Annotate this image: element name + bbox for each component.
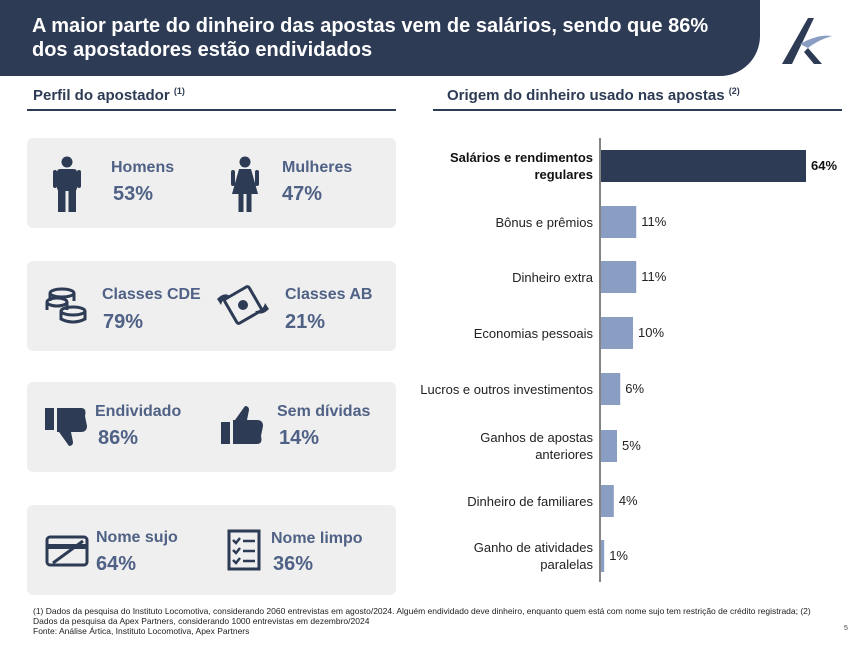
checklist-icon bbox=[227, 529, 261, 571]
clean-name-value: 36% bbox=[273, 553, 314, 575]
bar-4 bbox=[601, 373, 621, 405]
origin-divider bbox=[433, 109, 842, 111]
profile-section-title: Perfil do apostador (1) bbox=[33, 86, 185, 104]
footnote-credit: Fonte: Análise Ártica, Instituto Locomot… bbox=[33, 626, 250, 636]
indebted-label: Endividado bbox=[95, 403, 182, 420]
debt-card: Endividado 86% Sem dívidas 14% bbox=[27, 382, 396, 472]
category-label-0: Salários e rendimentos regulares bbox=[449, 150, 593, 182]
category-label-7: Ganho de atividades paralelas bbox=[473, 540, 593, 572]
value-label-0: 64% bbox=[811, 158, 838, 173]
value-label-4: 6% bbox=[625, 381, 645, 396]
profile-title-note: (1) bbox=[173, 86, 185, 96]
bar-3 bbox=[601, 317, 634, 349]
men-value: 53% bbox=[113, 183, 154, 205]
value-label-5: 5% bbox=[622, 438, 641, 453]
category-label-4: Lucros e outros investimentos bbox=[420, 381, 593, 397]
origin-title-text: Origem do dinheiro usado nas apostas bbox=[447, 87, 725, 104]
gender-card: Homens 53% Mulheres 47% bbox=[27, 138, 396, 228]
class-ab-value: 21% bbox=[285, 311, 326, 333]
woman-icon bbox=[231, 156, 259, 212]
class-cde-label: Classes CDE bbox=[102, 286, 201, 303]
value-label-3: 10% bbox=[638, 325, 665, 340]
indebted-value: 86% bbox=[98, 427, 139, 449]
dirty-name-value: 64% bbox=[96, 553, 137, 575]
category-label-1: Bônus e prêmios bbox=[495, 214, 593, 230]
thumbs-up-icon bbox=[221, 406, 263, 444]
no-debt-label: Sem dívidas bbox=[277, 403, 371, 420]
value-label-7: 1% bbox=[609, 548, 628, 563]
bar-5 bbox=[601, 430, 618, 462]
coins-icon bbox=[45, 287, 87, 324]
men-label: Homens bbox=[111, 159, 175, 176]
profile-divider bbox=[27, 109, 396, 111]
page-number: 5 bbox=[844, 625, 848, 632]
origin-section-title: Origem do dinheiro usado nas apostas (2) bbox=[447, 86, 740, 104]
value-label-2: 11% bbox=[641, 269, 667, 284]
bar-chart-svg bbox=[599, 138, 806, 582]
bar-7 bbox=[601, 540, 605, 572]
bar-6 bbox=[601, 485, 614, 517]
footnotes: (1) Dados da pesquisa do Instituto Locom… bbox=[33, 606, 833, 636]
women-value: 47% bbox=[282, 183, 323, 205]
women-label: Mulheres bbox=[282, 159, 353, 176]
class-cde-value: 79% bbox=[103, 311, 144, 333]
bar-2 bbox=[601, 261, 637, 293]
bar-0 bbox=[601, 150, 806, 182]
title-banner: A maior parte do dinheiro das apostas ve… bbox=[0, 0, 760, 76]
category-label-3: Economias pessoais bbox=[473, 325, 593, 341]
money-origin-bar-chart: Salários e rendimentos regulares 64% Bônus… bbox=[420, 130, 860, 590]
slide-title: A maior parte do dinheiro das apostas ve… bbox=[32, 15, 709, 61]
footnote-sources: (1) Dados da pesquisa do Instituto Locom… bbox=[33, 606, 811, 626]
company-logo-icon bbox=[782, 18, 832, 64]
no-debt-value: 14% bbox=[279, 427, 320, 449]
flying-money-icon bbox=[217, 285, 269, 325]
man-icon bbox=[53, 156, 81, 212]
category-label-5: Ganhos de apostas anteriores bbox=[480, 430, 593, 462]
credit-card: Nome sujo 64% Nome limpo 36% bbox=[27, 505, 396, 595]
dirty-name-label: Nome sujo bbox=[96, 529, 178, 546]
profile-title-text: Perfil do apostador bbox=[33, 87, 170, 104]
clean-name-label: Nome limpo bbox=[271, 530, 363, 547]
class-card: Classes CDE 79% Classes AB 21% bbox=[27, 261, 396, 351]
origin-title-note: (2) bbox=[728, 86, 740, 96]
bar-1 bbox=[601, 206, 637, 238]
value-label-1: 11% bbox=[641, 214, 667, 229]
thumbs-down-icon bbox=[45, 408, 87, 446]
blocked-card-icon bbox=[45, 535, 89, 567]
value-label-6: 4% bbox=[618, 493, 638, 508]
category-label-6: Dinheiro de familiares bbox=[467, 493, 593, 509]
category-label-2: Dinheiro extra bbox=[512, 269, 593, 285]
class-ab-label: Classes AB bbox=[285, 286, 373, 303]
